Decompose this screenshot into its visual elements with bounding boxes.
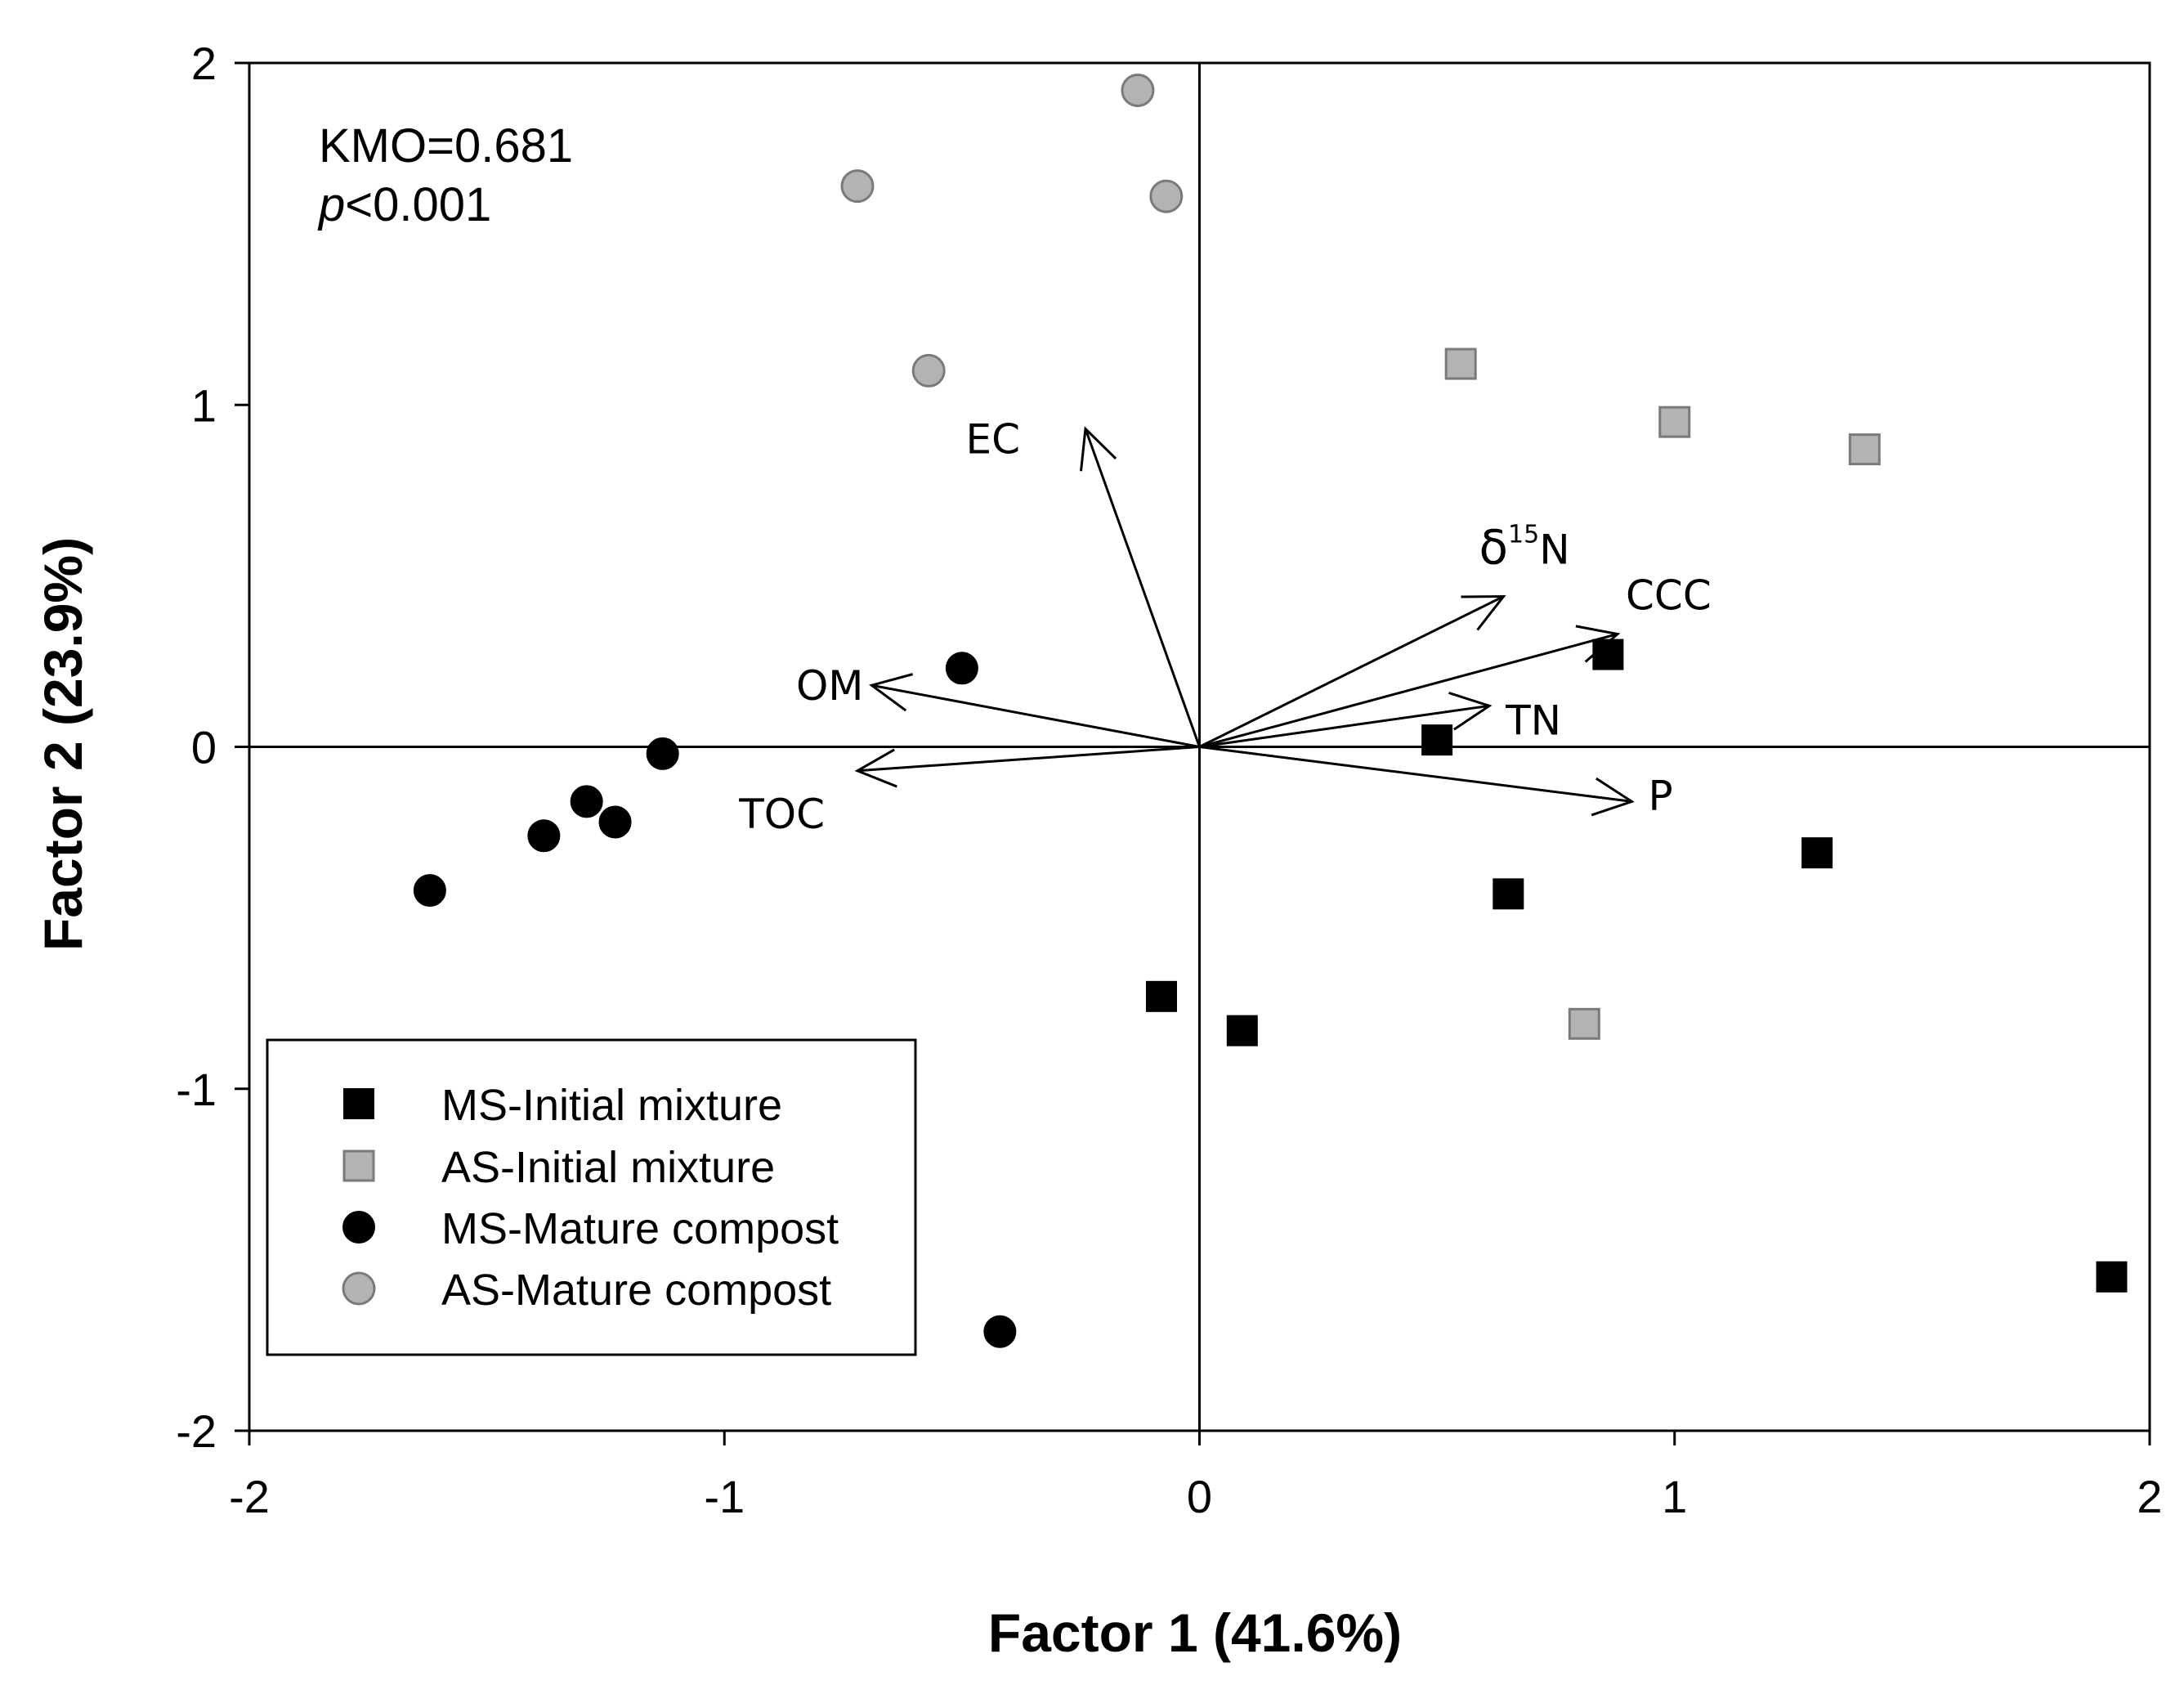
loading-arrow-p [1199,746,1632,803]
x-tick-label: 0 [1187,1471,1212,1522]
p-value-text: <0.001 [345,178,491,231]
axes: -2 -1 0 1 2 -2 -1 0 1 2 [176,38,2162,1522]
loading-label-tn: TN [1505,697,1561,744]
point-ms-initial-mixture [1421,724,1453,756]
y-tick-label: -2 [176,1405,217,1457]
arrowhead-tn [1448,692,1493,731]
y-tick-label: 1 [191,379,217,431]
point-ms-initial-mixture [1592,639,1624,670]
arrowhead-toc [854,748,897,788]
loading-arrows: EC OM TOC δ15N CCC TN P [738,416,1712,838]
p-value-symbol: p [317,178,345,231]
point-as-mature-compost [1149,179,1184,213]
loading-arrow-ec [1084,428,1201,748]
legend-label-ms-initial: MS-Initial mixture [441,1081,782,1130]
legend-label-ms-mature: MS-Mature compost [441,1204,839,1253]
x-axis-title: Factor 1 (41.6%) [988,1602,1402,1663]
point-as-mature-compost [840,169,875,204]
legend-marker-as-mature [342,1271,376,1306]
loading-arrow-toc [857,746,1200,773]
arrowhead-om [869,673,914,712]
point-ms-initial-mixture [1801,837,1833,869]
loading-arrow-tn [1199,704,1490,748]
legend-marker-ms-mature [342,1211,375,1244]
y-axis-title: Factor 2 (23.9%) [33,537,93,951]
x-tick-label: -2 [229,1471,270,1522]
legend-label-as-initial: AS-Initial mixture [441,1143,775,1192]
legend-marker-as-initial [342,1150,375,1182]
point-ms-initial-mixture [1226,1015,1258,1046]
point-ms-mature-compost [570,785,603,818]
point-ms-initial-mixture [1493,878,1524,910]
point-as-initial-mixture [1658,406,1691,438]
point-as-initial-mixture [1568,1007,1600,1040]
arrowhead-ec [1080,426,1117,472]
loading-label-toc: TOC [738,791,825,838]
p-value-annotation: p<0.001 [317,178,491,231]
x-tick-label: 2 [2137,1471,2162,1522]
point-ms-mature-compost [646,737,679,770]
y-tick-label: -1 [176,1064,217,1115]
y-tick-label: 0 [191,722,217,773]
legend-marker-ms-initial [343,1088,374,1119]
data-points [413,73,2128,1348]
point-ms-initial-mixture [1146,980,1177,1012]
point-ms-mature-compost [983,1315,1017,1348]
arrowhead-δ15n [1461,594,1506,631]
point-as-mature-compost [911,353,946,388]
loading-arrow-δ15n [1198,595,1505,748]
point-as-mature-compost [1121,73,1155,107]
loading-label-ec: EC [965,416,1020,464]
loading-arrow-ccc [1199,633,1618,748]
point-ms-mature-compost [527,819,561,853]
x-tick-label: -1 [704,1471,745,1522]
loading-label-δ15n: δ15N [1479,519,1570,575]
legend: MS-Initial mixture AS-Initial mixture MS… [266,1038,917,1356]
loading-label-p: P [1648,772,1672,819]
legend-label-as-mature: AS-Mature compost [441,1266,831,1315]
point-ms-mature-compost [413,874,446,908]
legend-box [266,1038,917,1356]
point-ms-initial-mixture [2096,1261,2128,1293]
loading-label-ccc: CCC [1626,571,1712,619]
loading-arrow-om [871,683,1200,748]
kmo-annotation: KMO=0.681 [319,119,573,173]
arrowhead-p [1591,777,1635,817]
point-ms-mature-compost [598,805,632,839]
point-ms-mature-compost [945,652,978,685]
point-as-initial-mixture [1848,433,1881,466]
x-tick-label: 1 [1662,1471,1687,1522]
point-as-initial-mixture [1444,347,1477,380]
y-tick-label: 2 [191,38,217,89]
loading-label-om: OM [796,662,864,710]
